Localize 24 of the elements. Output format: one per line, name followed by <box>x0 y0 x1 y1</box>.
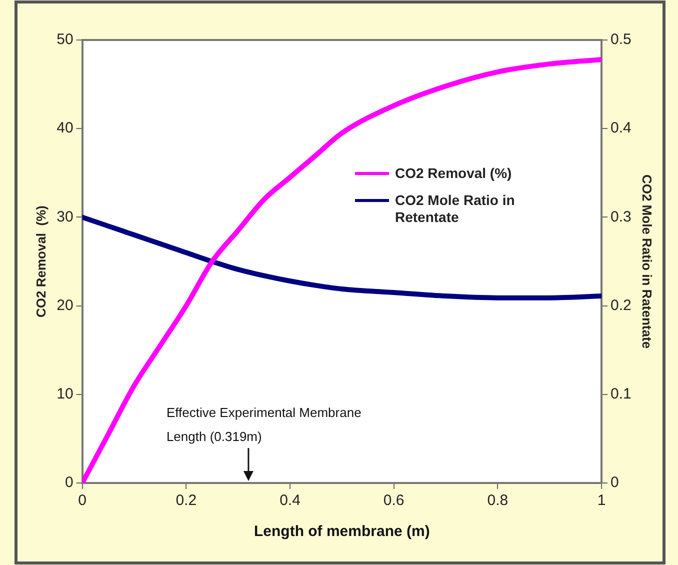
x-tick-label: 1 <box>597 492 606 510</box>
x-tick-label: 0.4 <box>280 492 300 510</box>
y2-tick-label: 0 <box>610 474 619 492</box>
y-tick-label: 50 <box>56 31 74 48</box>
annotation: Effective Experimental Membrane Length (0.319m) <box>166 405 362 444</box>
y-tick-label: 20 <box>56 296 74 314</box>
y-tick-label: 40 <box>56 120 74 137</box>
y-tick-label: 10 <box>56 386 74 403</box>
y2-tick-label: 0.5 <box>610 31 632 48</box>
y2-tick-label: 0.3 <box>610 208 632 226</box>
y-axis-title: CO2 Removal (%) <box>33 206 48 318</box>
y-tick-label: 30 <box>56 208 74 226</box>
y-tick-label: 0 <box>64 474 74 492</box>
legend-label: CO2 Mole Ratio in Retentate <box>395 192 516 226</box>
x-tick-label: 0 <box>78 492 86 510</box>
x-tick-label: 0.8 <box>487 492 508 510</box>
y2-tick-label: 0.2 <box>610 296 632 314</box>
x-tick-label: 0.2 <box>176 492 197 510</box>
y2-tick-label: 0.1 <box>610 386 632 403</box>
x-axis-title: Length of membrane (m) <box>254 523 430 540</box>
legend-label: CO2 Removal (%) <box>395 165 513 182</box>
x-tick-label: 0.6 <box>383 492 404 510</box>
y2-axis-title: CO2 Mole Ratio in Ratentate <box>640 174 655 349</box>
y2-tick-label: 0.4 <box>610 120 632 137</box>
